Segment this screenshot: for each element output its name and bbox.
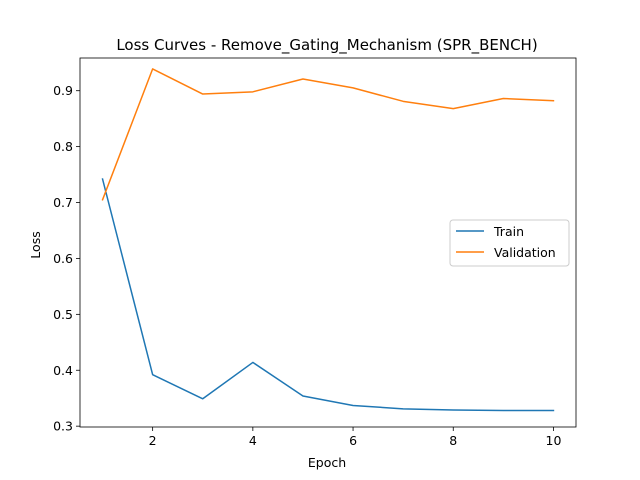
x-tick-label: 6 <box>349 433 357 448</box>
x-tick-label: 2 <box>149 433 157 448</box>
x-tick-label: 4 <box>249 433 257 448</box>
axes-frame <box>79 57 577 428</box>
series-layer <box>101 68 555 412</box>
y-axis-title: Loss <box>28 231 43 258</box>
y-tick-label: 0.6 <box>53 251 73 266</box>
y-tick-label: 0.7 <box>53 195 73 210</box>
series-line-train <box>101 178 555 412</box>
series-line-validation <box>101 68 555 201</box>
chart-title: Loss Curves - Remove_Gating_Mechanism (S… <box>116 36 537 55</box>
x-axis-ticks: 2 4 6 8 10 <box>149 427 562 448</box>
y-tick-label: 0.5 <box>53 307 73 322</box>
legend: Train Validation <box>449 219 570 267</box>
y-tick-label: 0.4 <box>53 363 73 378</box>
y-tick-label: 0.9 <box>53 83 73 98</box>
x-tick-label: 8 <box>449 433 457 448</box>
plot-area <box>79 57 577 428</box>
x-tick-label: 10 <box>546 433 562 448</box>
y-tick-label: 0.3 <box>53 419 73 434</box>
legend-label-validation: Validation <box>494 245 556 260</box>
legend-label-train: Train <box>493 224 524 239</box>
y-axis-ticks: 0.3 0.4 0.5 0.6 0.7 0.8 0.9 <box>53 83 80 434</box>
y-tick-label: 0.8 <box>53 139 73 154</box>
x-axis-title: Epoch <box>308 455 346 470</box>
